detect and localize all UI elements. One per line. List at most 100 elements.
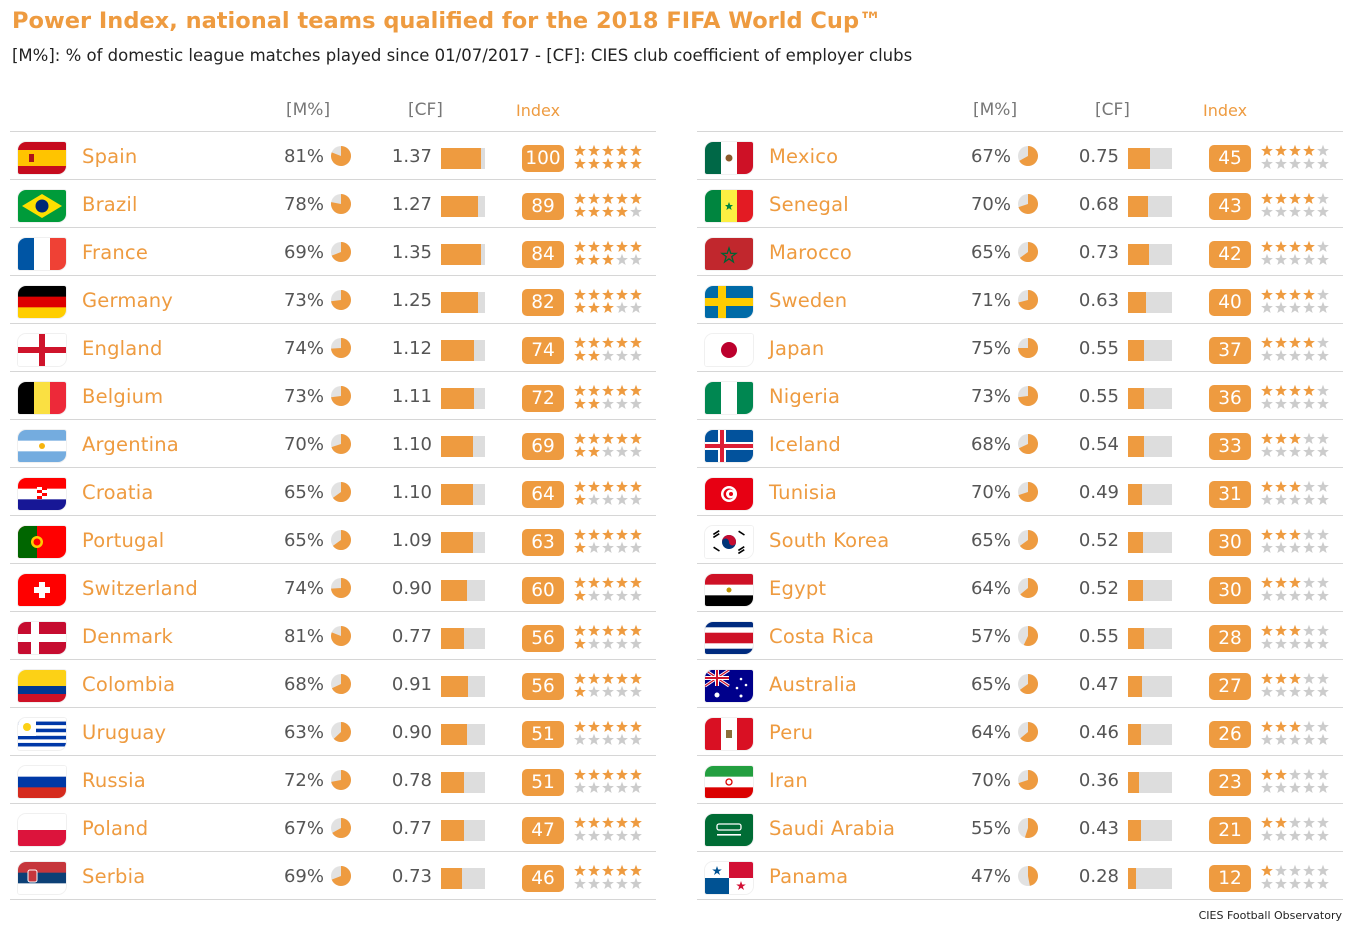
table-row: England 74% 1.12 74 xyxy=(10,324,656,372)
rating-star xyxy=(588,144,600,157)
rating-star xyxy=(1303,768,1315,781)
team-name: Brazil xyxy=(82,193,138,216)
rating-star xyxy=(630,733,642,746)
rating-star xyxy=(630,253,642,266)
rating-star xyxy=(630,781,642,794)
rating-star xyxy=(602,493,614,506)
rating-star xyxy=(588,864,600,877)
rating-star xyxy=(1317,336,1329,349)
colombia-flag-icon xyxy=(18,670,66,702)
cf-bar-fill xyxy=(441,676,468,697)
index-badge: 42 xyxy=(1209,241,1251,268)
rating-star xyxy=(1317,253,1329,266)
rating-star xyxy=(630,877,642,890)
table-body: Mexico 67% 0.75 45 Senegal 70% 0.68 43 M… xyxy=(697,132,1343,900)
team-name: Iceland xyxy=(769,433,841,456)
team-name: Poland xyxy=(82,817,149,840)
pie-chart xyxy=(331,434,352,454)
rating-star xyxy=(588,384,600,397)
rating-star xyxy=(588,877,600,890)
cf-value: 0.46 xyxy=(1078,722,1119,743)
rating-star xyxy=(1289,576,1301,589)
uruguay-flag-icon xyxy=(18,718,66,750)
team-name: Serbia xyxy=(82,865,146,888)
star-rating xyxy=(572,528,652,560)
rating-star xyxy=(1303,240,1315,253)
table-row: Serbia 69% 0.73 46 xyxy=(10,852,656,900)
m-pie xyxy=(330,385,352,411)
rating-star xyxy=(1275,864,1287,877)
rating-star xyxy=(602,637,614,650)
rating-star xyxy=(1303,205,1315,218)
tunisia-flag-icon xyxy=(705,478,753,510)
rating-star xyxy=(1317,768,1329,781)
rating-star xyxy=(616,301,628,314)
rating-star xyxy=(602,685,614,698)
m-value: 72% xyxy=(283,770,324,791)
rating-star xyxy=(1317,301,1329,314)
rating-star xyxy=(574,624,586,637)
pie-chart xyxy=(1018,818,1039,838)
pie-chart xyxy=(330,146,351,166)
rating-star xyxy=(1261,205,1273,218)
table-row: Peru 64% 0.46 26 xyxy=(697,708,1343,756)
rating-star xyxy=(1261,624,1273,637)
rating-star xyxy=(602,445,614,458)
table-row: Switzerland 74% 0.90 60 xyxy=(10,564,656,612)
team-name: Peru xyxy=(769,721,814,744)
star-rating xyxy=(572,720,652,752)
rating-star xyxy=(1261,253,1273,266)
m-value: 73% xyxy=(970,386,1011,407)
rating-star xyxy=(602,205,614,218)
m-pie xyxy=(1017,289,1039,315)
m-pie xyxy=(330,625,352,651)
m-value: 74% xyxy=(283,578,324,599)
index-badge: 36 xyxy=(1209,385,1251,412)
rating-star xyxy=(1317,637,1329,650)
m-value: 74% xyxy=(283,338,324,359)
rating-star xyxy=(574,432,586,445)
rating-star xyxy=(1303,637,1315,650)
pie-chart xyxy=(331,242,351,262)
rating-star xyxy=(602,336,614,349)
cf-value: 0.52 xyxy=(1078,578,1119,599)
index-badge: 84 xyxy=(522,241,564,268)
team-name: Egypt xyxy=(769,577,827,600)
rating-star xyxy=(1261,240,1273,253)
m-value: 70% xyxy=(970,482,1011,503)
star-rating xyxy=(572,864,652,896)
rating-star xyxy=(1275,192,1287,205)
rating-star xyxy=(1289,301,1301,314)
star-rating xyxy=(572,144,652,176)
cf-value: 0.49 xyxy=(1078,482,1119,503)
rating-star xyxy=(630,336,642,349)
rating-star xyxy=(602,576,614,589)
cf-bar-fill xyxy=(1128,724,1142,745)
rating-star xyxy=(574,528,586,541)
star-rating xyxy=(1259,384,1339,416)
index-badge: 63 xyxy=(522,529,564,556)
costa-rica-flag-icon xyxy=(705,622,753,654)
pie-chart xyxy=(1018,434,1038,454)
rating-star xyxy=(616,672,628,685)
rating-star xyxy=(602,864,614,877)
team-name: Denmark xyxy=(82,625,174,648)
australia-flag-icon xyxy=(705,670,753,702)
cf-bar-fill xyxy=(441,436,474,457)
rating-star xyxy=(574,397,586,410)
cf-bar-fill xyxy=(1128,676,1142,697)
m-value: 64% xyxy=(970,722,1011,743)
table-row: South Korea 65% 0.52 30 xyxy=(697,516,1343,564)
rating-star xyxy=(1317,733,1329,746)
star-rating xyxy=(572,768,652,800)
rating-star xyxy=(574,480,586,493)
cf-bar-fill xyxy=(1128,244,1150,265)
m-value: 69% xyxy=(283,866,324,887)
m-pie xyxy=(1017,241,1039,267)
m-value: 69% xyxy=(283,242,324,263)
germany-flag-icon xyxy=(18,286,66,318)
rating-star xyxy=(630,576,642,589)
star-rating xyxy=(572,624,652,656)
star-rating xyxy=(1259,144,1339,176)
rating-star xyxy=(588,541,600,554)
